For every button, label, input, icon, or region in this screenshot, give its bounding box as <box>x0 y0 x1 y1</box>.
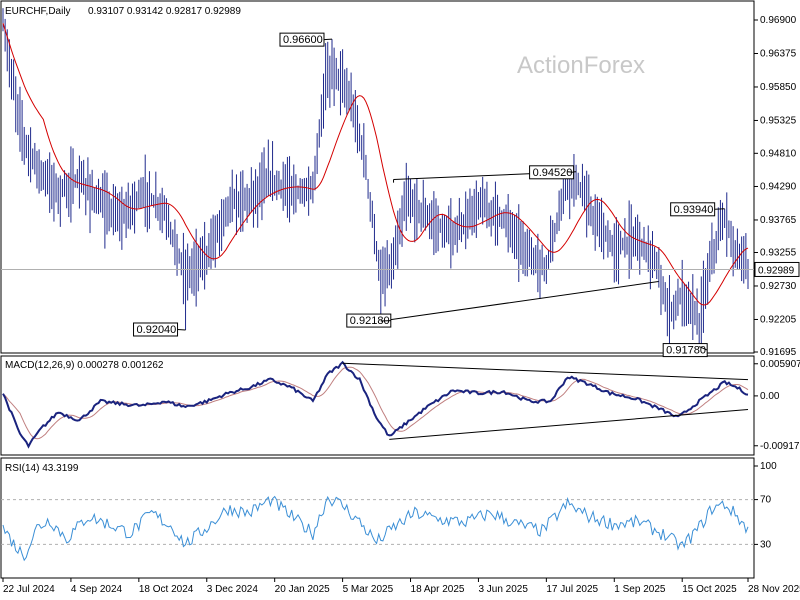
header-symbol: EURCHF,Daily <box>5 6 71 17</box>
x-tick-label: 3 Dec 2024 <box>207 584 259 595</box>
moving-average-line <box>2 23 749 306</box>
price-y-tick-label: 0.92205 <box>760 314 797 325</box>
macd-line <box>2 360 749 449</box>
x-tick-label: 15 Oct 2025 <box>682 584 737 595</box>
price-annotation-label: 0.94520 <box>533 167 573 179</box>
price-annotation-leader <box>380 320 391 322</box>
macd-panel <box>0 355 755 456</box>
price-annotation-label: 0.91780 <box>666 345 706 357</box>
macd-trendline <box>342 362 749 381</box>
price-annotation-leader <box>567 171 574 173</box>
x-tick-label: 18 Apr 2025 <box>411 584 465 595</box>
price-panel <box>0 0 755 354</box>
price-annotation-leader <box>177 328 186 331</box>
price-annotation-label: 0.93940 <box>674 204 714 216</box>
price-y-tick-label: 0.96900 <box>760 15 797 26</box>
x-tick-label: 5 Mar 2025 <box>343 584 394 595</box>
header-ohlc: 0.93107 0.93142 0.92817 0.92989 <box>88 6 241 17</box>
rsi-y-tick-label: 100 <box>760 461 777 472</box>
price-annotation-leader <box>698 346 708 351</box>
axes: 0.96900 0.96375 0.95850 0.95325 0.94810 0.942… <box>2 15 800 595</box>
rsi-line <box>2 495 749 562</box>
macd-title: MACD(12,26,9) 0.000278 0.001262 <box>5 360 164 371</box>
price-annotation-leader <box>714 208 725 210</box>
macd-trendline <box>389 408 749 440</box>
x-tick-label: 4 Sep 2024 <box>71 584 123 595</box>
rsi-series <box>1 495 754 562</box>
x-tick-label: 3 Jun 2025 <box>478 584 528 595</box>
price-y-tick-label: 0.94810 <box>760 148 797 159</box>
macd-y-tick-label: 0.00 <box>760 391 780 402</box>
x-tick-label: 17 Jul 2025 <box>546 584 598 595</box>
watermark: ActionForex <box>517 52 645 79</box>
rsi-panel <box>0 457 755 579</box>
x-tick-label: 20 Jan 2025 <box>275 584 330 595</box>
price-y-tick-label: 0.94290 <box>760 181 797 192</box>
macd-signal-line <box>2 366 749 440</box>
macd-y-tick-label: -0.00917 <box>760 441 800 452</box>
price-y-tick-label: 0.95850 <box>760 82 797 93</box>
x-tick-label: 28 Nov 2025 <box>748 584 800 595</box>
rsi-title: RSI(14) 43.3199 <box>5 463 79 474</box>
x-tick-label: 18 Oct 2024 <box>139 584 194 595</box>
macd-series <box>2 360 749 449</box>
x-tick-label: 22 Jul 2024 <box>3 584 55 595</box>
price-series: 0.96600 0.92040 0.92180 0.94520 0.93940 0.917… <box>1 8 754 358</box>
price-y-tick-label: 0.93255 <box>760 247 797 258</box>
current-price-box <box>754 261 800 277</box>
rsi-y-tick-label: 70 <box>760 495 772 506</box>
current-price-label: 0.92989 <box>758 265 795 276</box>
price-y-tick-label: 0.93765 <box>760 215 797 226</box>
price-y-tick-label: 0.96375 <box>760 48 797 59</box>
x-tick-label: 1 Sep 2025 <box>614 584 666 595</box>
macd-y-tick-label: 0.005907 <box>760 359 800 370</box>
price-annotation-label: 0.96600 <box>283 34 323 46</box>
price-annotation-label: 0.92040 <box>137 324 177 336</box>
price-y-tick-label: 0.91695 <box>760 347 797 358</box>
price-trendline-bottom <box>380 281 659 322</box>
price-y-tick-label: 0.92730 <box>760 281 797 292</box>
price-annotation-label: 0.92180 <box>350 315 390 327</box>
rsi-y-tick-label: 30 <box>760 539 772 550</box>
price-y-tick-label: 0.95325 <box>760 115 797 126</box>
price-annotation-leader <box>323 38 333 41</box>
